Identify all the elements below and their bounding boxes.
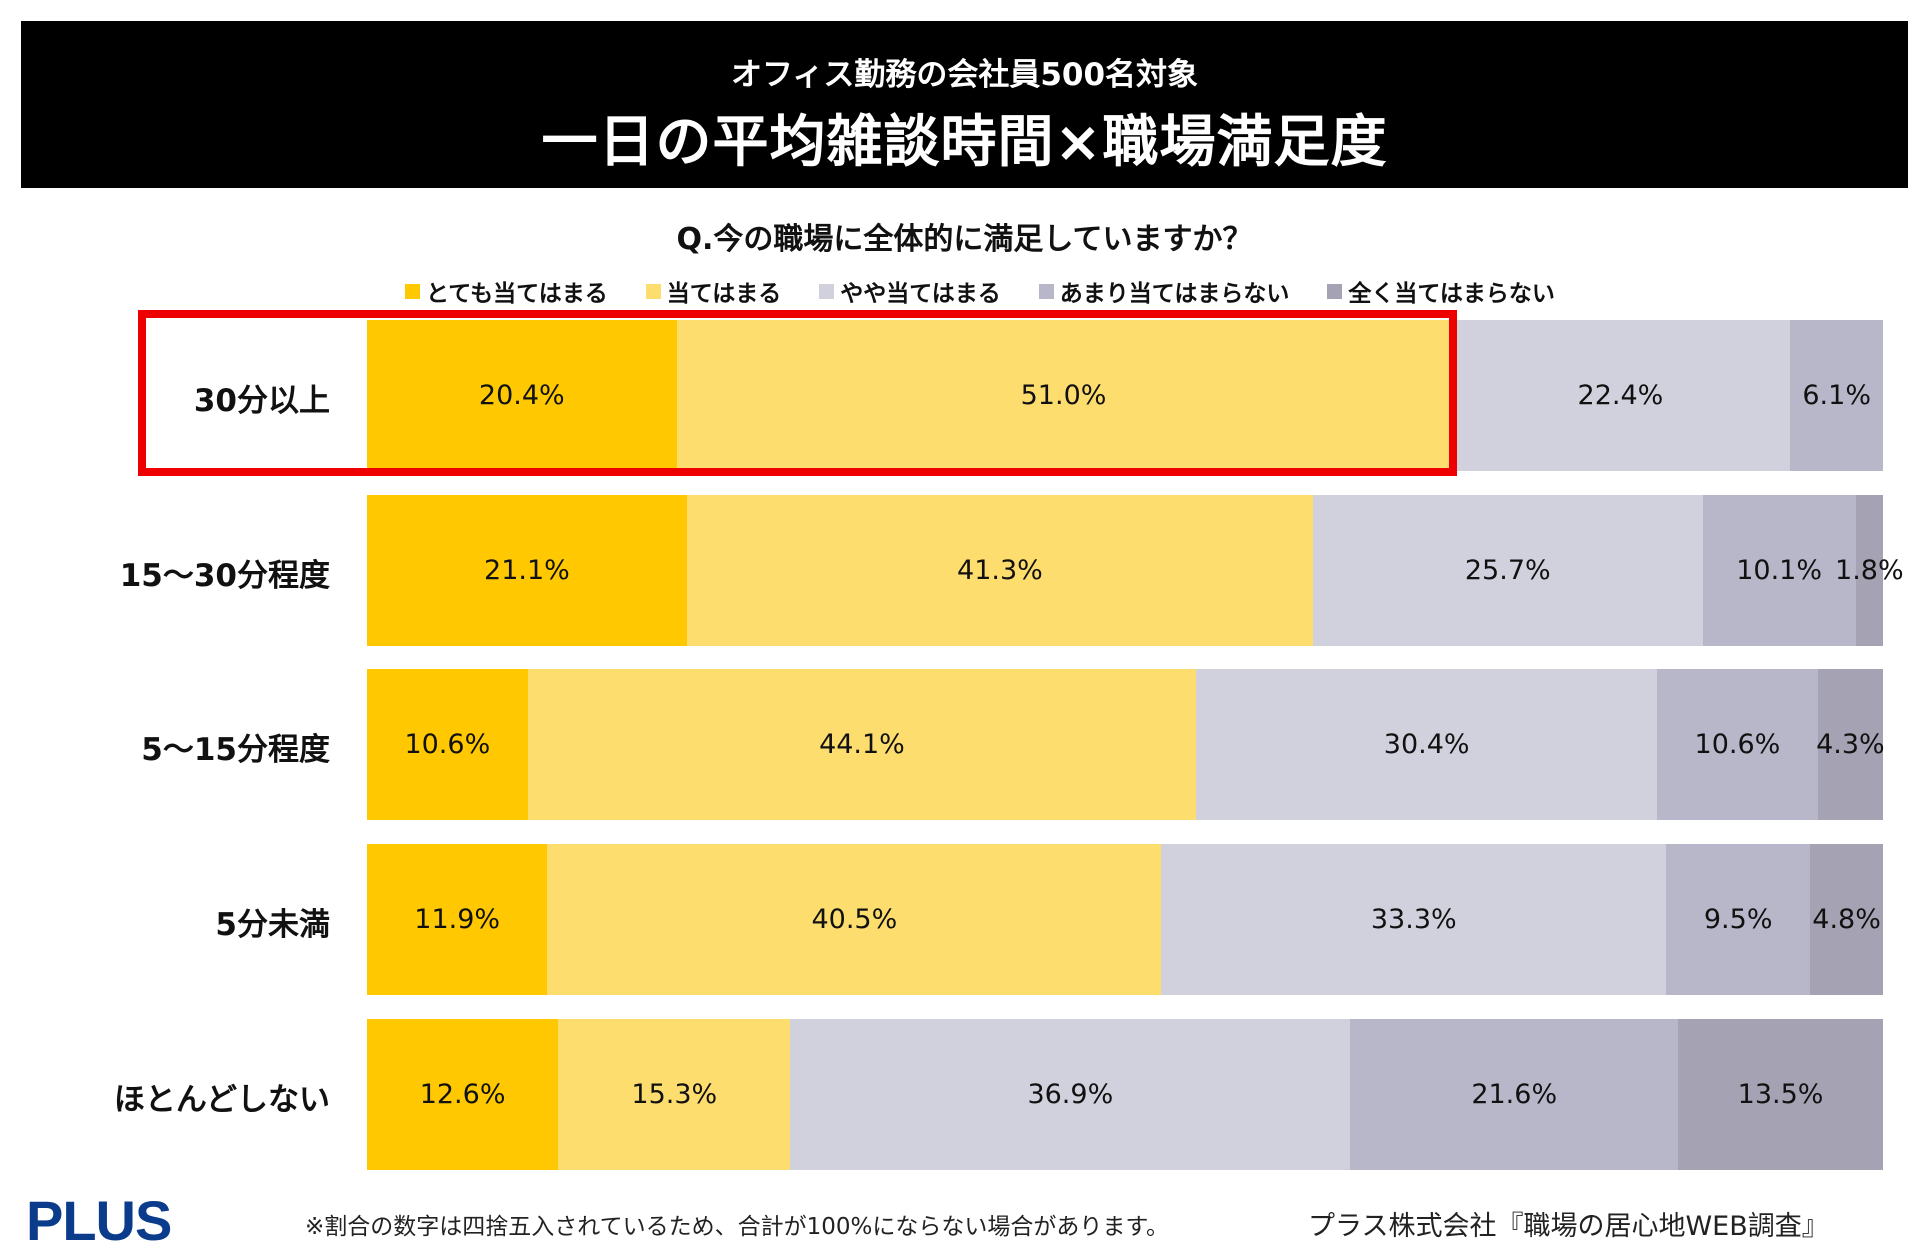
legend-label: とても当てはまる bbox=[426, 281, 608, 307]
bar-segment: 6.1% bbox=[1790, 320, 1883, 471]
bar-segment: 10.6% bbox=[367, 669, 528, 820]
bar-segment: 30.4% bbox=[1196, 669, 1658, 820]
data-label: 41.3% bbox=[957, 555, 1043, 586]
stacked-bar: 10.6% 44.1% 30.4% 10.6% 4.3% bbox=[367, 669, 1885, 820]
category-label: 30分以上 bbox=[193, 383, 330, 419]
bar-segment: 36.9% bbox=[790, 1019, 1351, 1170]
data-label: 13.5% bbox=[1737, 1079, 1824, 1110]
bar-segment: 41.3% bbox=[686, 495, 1313, 646]
bar-segment: 4.8% bbox=[1810, 844, 1883, 995]
title: 一日の平均雑談時間×職場満足度 bbox=[541, 110, 1388, 175]
data-label: 15.3% bbox=[631, 1079, 718, 1110]
category-label: ほとんどしない bbox=[113, 1082, 330, 1118]
source-credit: プラス株式会社『職場の居心地WEB調査』 bbox=[1308, 1211, 1829, 1242]
plus-logo: PLUS bbox=[26, 1189, 172, 1252]
bar-segment: 13.5% bbox=[1678, 1019, 1883, 1170]
data-label: 21.6% bbox=[1471, 1079, 1558, 1110]
bar-segment: 11.9% bbox=[367, 844, 548, 995]
legend-swatch bbox=[1327, 283, 1343, 299]
legend: とても当てはまる 当てはまる やや当てはまる あまり当てはまらない 全く当てはまらない bbox=[405, 274, 1555, 308]
bar-segment: 40.5% bbox=[547, 844, 1162, 995]
bar-segment: 10.1% bbox=[1702, 495, 1856, 646]
legend-label: やや当てはまる bbox=[840, 281, 1001, 307]
legend-label: 当てはまる bbox=[666, 281, 782, 307]
bar-segment: 12.6% bbox=[367, 1019, 559, 1170]
data-label: 25.7% bbox=[1464, 555, 1551, 586]
data-label: 10.1% bbox=[1736, 555, 1823, 586]
data-label: 6.1% bbox=[1802, 380, 1871, 411]
category-label: 5分未満 bbox=[215, 907, 330, 943]
chart-question: Q.今の職場に全体的に満足していますか？ bbox=[676, 222, 1253, 257]
data-label: 44.1% bbox=[819, 729, 905, 760]
bar-segment: 25.7% bbox=[1312, 495, 1703, 646]
stacked-bar: 11.9% 40.5% 33.3% 9.5% 4.8% bbox=[367, 844, 1883, 995]
legend-swatch bbox=[405, 283, 420, 299]
subtitle: オフィス勤務の会社員500名対象 bbox=[730, 57, 1199, 93]
bar-segment: 15.3% bbox=[558, 1019, 791, 1170]
bar-segment: 33.3% bbox=[1161, 844, 1667, 995]
data-label: 11.9% bbox=[414, 904, 501, 935]
legend-swatch bbox=[819, 283, 835, 299]
stacked-bar: 21.1% 41.3% 25.7% 10.1% 1.8% bbox=[367, 495, 1904, 646]
bar-segment: 4.3% bbox=[1816, 669, 1885, 820]
bar-segment: 20.4% bbox=[367, 320, 677, 471]
legend-item: 当てはまる bbox=[645, 274, 782, 308]
data-label: 22.4% bbox=[1577, 380, 1664, 411]
data-label: 9.5% bbox=[1703, 904, 1773, 935]
data-label: 20.4% bbox=[478, 380, 565, 411]
bar-segment: 9.5% bbox=[1666, 844, 1811, 995]
bar-segment: 21.6% bbox=[1350, 1019, 1679, 1170]
legend-item: 全く当てはまらない bbox=[1327, 274, 1555, 308]
legend-label: 全く当てはまらない bbox=[1348, 281, 1555, 307]
data-label: 51.0% bbox=[1020, 380, 1107, 411]
bar-segment: 44.1% bbox=[527, 669, 1197, 820]
category-label: 5〜15分程度 bbox=[141, 732, 330, 768]
bar-segment: 51.0% bbox=[676, 320, 1451, 471]
bar-segment: 1.8% bbox=[1835, 495, 1904, 646]
footnote: ※割合の数字は四捨五入されているため、合計が100%にならない場合があります。 bbox=[305, 1214, 1170, 1240]
legend-label: あまり当てはまらない bbox=[1059, 281, 1290, 307]
legend-swatch bbox=[1038, 283, 1054, 299]
stacked-bar: 12.6% 15.3% 36.9% 21.6% 13.5% bbox=[367, 1019, 1883, 1170]
data-label: 1.8% bbox=[1835, 555, 1904, 586]
bar-segment: 21.1% bbox=[367, 495, 687, 646]
data-label: 33.3% bbox=[1370, 904, 1457, 935]
data-label: 30.4% bbox=[1383, 729, 1470, 760]
category-label: 15〜30分程度 bbox=[119, 558, 330, 594]
data-label: 4.3% bbox=[1816, 729, 1885, 760]
data-label: 36.9% bbox=[1027, 1079, 1114, 1110]
legend-item: とても当てはまる bbox=[405, 274, 608, 308]
data-label: 10.6% bbox=[1694, 729, 1781, 760]
data-label: 10.6% bbox=[404, 729, 491, 760]
stacked-bar: 20.4% 51.0% 22.4% 6.1% bbox=[367, 320, 1883, 471]
header-banner: オフィス勤務の会社員500名対象 一日の平均雑談時間×職場満足度 bbox=[21, 21, 1908, 188]
data-label: 4.8% bbox=[1812, 904, 1881, 935]
data-label: 12.6% bbox=[419, 1079, 506, 1110]
data-label: 40.5% bbox=[811, 904, 898, 935]
bar-segment: 22.4% bbox=[1450, 320, 1791, 471]
legend-item: やや当てはまる bbox=[819, 274, 1001, 308]
bar-segment: 10.6% bbox=[1657, 669, 1818, 820]
legend-swatch bbox=[645, 283, 661, 299]
legend-item: あまり当てはまらない bbox=[1038, 274, 1290, 308]
data-label: 21.1% bbox=[484, 555, 570, 586]
